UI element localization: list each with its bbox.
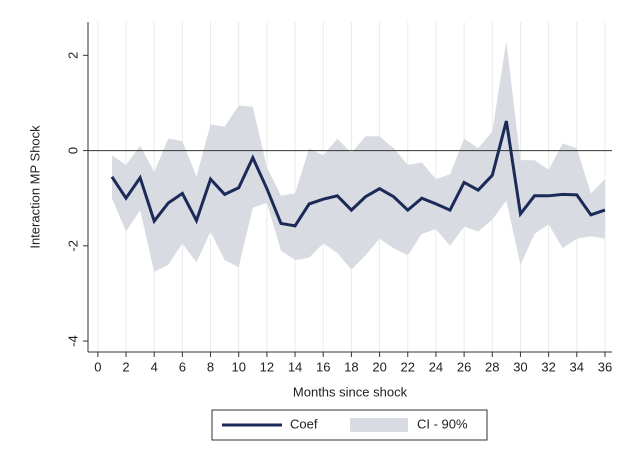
y-tick-label: -4 [65, 335, 80, 347]
y-axis-label: Interaction MP Shock [27, 125, 42, 249]
x-tick-label: 4 [151, 359, 158, 374]
x-tick-label: 20 [372, 359, 386, 374]
x-tick-label: 30 [513, 359, 527, 374]
x-tick-label: 2 [122, 359, 129, 374]
x-tick-label: 6 [179, 359, 186, 374]
x-tick-label: 28 [485, 359, 499, 374]
x-tick-label: 22 [401, 359, 415, 374]
ci-band [111, 41, 605, 272]
x-tick-label: 18 [344, 359, 358, 374]
y-tick-label: -2 [65, 240, 80, 252]
x-tick-label: 26 [457, 359, 471, 374]
x-tick-label: 24 [429, 359, 443, 374]
coef-line [110, 120, 606, 228]
legend-swatch [350, 418, 408, 432]
x-tick-label: 34 [570, 359, 584, 374]
x-tick-label: 12 [260, 359, 274, 374]
legend-label: Coef [290, 416, 318, 431]
x-tick-label: 36 [598, 359, 612, 374]
x-tick-label: 16 [316, 359, 330, 374]
x-tick-label: 8 [207, 359, 214, 374]
x-axis-label: Months since shock [293, 384, 408, 399]
x-tick-label: 32 [541, 359, 555, 374]
x-tick-label: 0 [94, 359, 101, 374]
y-tick-label: 0 [65, 147, 80, 154]
legend-label: CI - 90% [417, 416, 468, 431]
x-tick-label: 14 [288, 359, 302, 374]
y-tick-label: 2 [65, 52, 80, 59]
x-tick-label: 10 [231, 359, 245, 374]
